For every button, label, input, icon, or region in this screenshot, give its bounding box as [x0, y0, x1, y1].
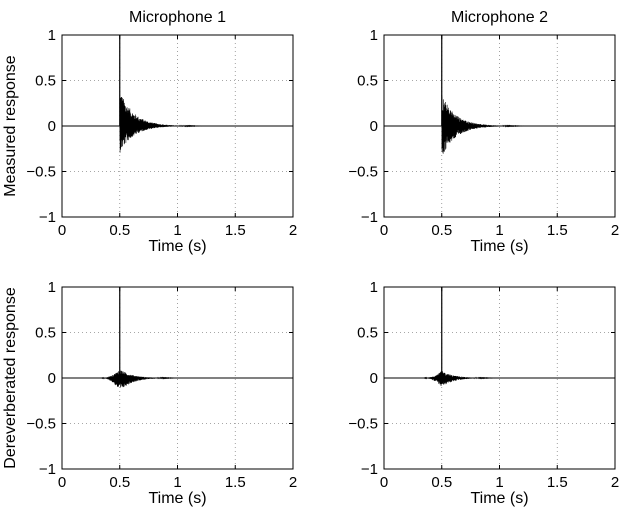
x-tick-label: 1: [173, 474, 181, 491]
x-tick-label: 0.5: [109, 474, 130, 491]
y-tick-label: −0.5: [348, 164, 378, 181]
y-tick-label: 0: [48, 118, 56, 135]
subplot-title: Microphone 1: [129, 9, 226, 26]
y-tick-label: −0.5: [26, 416, 56, 433]
response-series: [418, 371, 523, 386]
x-tick-label: 1: [173, 222, 181, 239]
y-tick-label: 1: [370, 27, 378, 44]
x-tick-label: 2: [289, 474, 297, 491]
x-tick-label: 0: [380, 222, 388, 239]
y-tick-label: −0.5: [348, 416, 378, 433]
y-tick-label: 1: [370, 279, 378, 296]
x-tick-label: 2: [611, 474, 619, 491]
x-tick-label: 0: [380, 474, 388, 491]
subplot-1: 0 0.5 1 1.5 2 −1 −0.5 0 0.5 1 Microphone 1 Time (s)…: [2, 9, 297, 255]
y-tick-label: 0: [48, 370, 56, 387]
y-tick-label: 1: [48, 279, 56, 296]
y-tick-label: −1: [39, 209, 56, 226]
x-tick-label: 2: [611, 222, 619, 239]
y-tick-label: 0.5: [357, 325, 378, 342]
y-tick-label: 0.5: [35, 325, 56, 342]
x-axis-label: Time (s): [470, 238, 528, 255]
x-tick-label: 1: [495, 222, 503, 239]
y-tick-label: 0: [370, 118, 378, 135]
subplot-title: Microphone 2: [451, 9, 548, 26]
y-tick-label: 0.5: [357, 73, 378, 90]
x-tick-label: 0.5: [431, 222, 452, 239]
subplot-2: 0 0.5 1 1.5 2 −1 −0.5 0 0.5 1 Microphone 2 Time (s): [348, 9, 619, 255]
x-tick-label: 1.5: [547, 474, 568, 491]
x-tick-label: 0: [58, 474, 66, 491]
y-tick-label: 0: [370, 370, 378, 387]
y-tick-label: −1: [39, 461, 56, 478]
y-axis-label: Measured response: [2, 55, 19, 197]
x-axis-label: Time (s): [148, 238, 206, 255]
x-axis-label: Time (s): [470, 490, 528, 507]
x-axis-label: Time (s): [148, 490, 206, 507]
response-series: [119, 96, 217, 153]
x-tick-label: 1.5: [225, 474, 246, 491]
y-tick-label: −0.5: [26, 164, 56, 181]
response-series: [441, 94, 539, 154]
y-tick-label: −1: [361, 461, 378, 478]
y-tick-label: 0.5: [35, 73, 56, 90]
x-tick-label: 1.5: [225, 222, 246, 239]
x-tick-label: 0.5: [431, 474, 452, 491]
x-tick-label: 1.5: [547, 222, 568, 239]
response-series: [96, 369, 201, 388]
y-tick-label: 1: [48, 27, 56, 44]
x-tick-label: 1: [495, 474, 503, 491]
y-axis-label: Dereverberated response: [2, 287, 19, 469]
y-tick-label: −1: [361, 209, 378, 226]
x-tick-label: 0: [58, 222, 66, 239]
x-tick-label: 0.5: [109, 222, 130, 239]
x-tick-label: 2: [289, 222, 297, 239]
